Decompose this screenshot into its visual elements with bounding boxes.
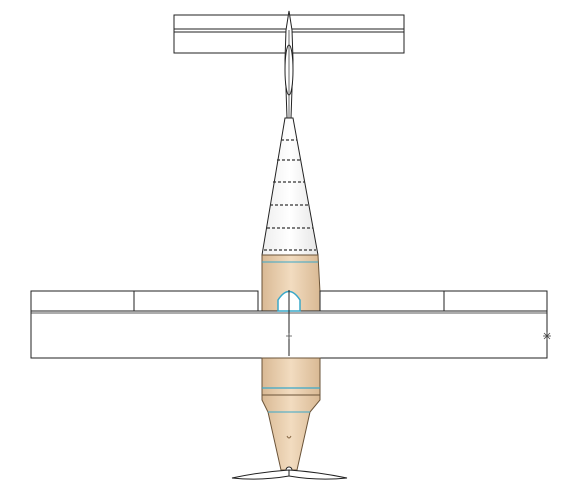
left-inner-panel — [133, 290, 259, 312]
forward-fuselage — [261, 357, 321, 396]
right-outer-panel — [443, 290, 548, 312]
right-inner-panel — [319, 290, 445, 312]
nose-cone — [261, 394, 321, 474]
tail-boom — [284, 10, 294, 119]
propeller — [231, 469, 348, 480]
canopy — [277, 290, 301, 356]
left-outer-panel — [30, 290, 135, 312]
rear-fuselage — [261, 117, 319, 256]
wingtip-marker — [543, 332, 551, 340]
